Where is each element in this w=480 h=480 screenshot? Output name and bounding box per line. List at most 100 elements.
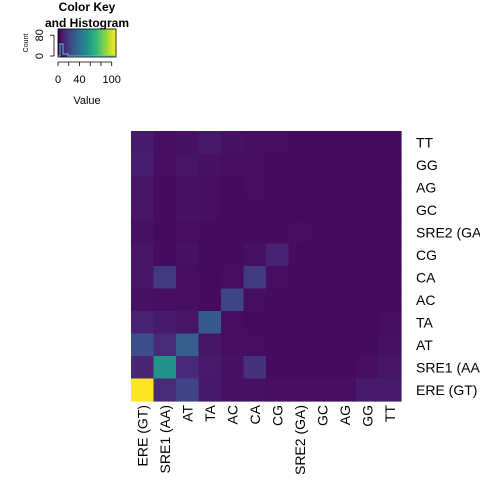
- color-key-swatch: [64, 29, 66, 57]
- color-key-swatch: [86, 29, 88, 57]
- heatmap-cell: [221, 131, 245, 155]
- column-label: TT: [382, 405, 398, 423]
- heatmap-cell: [266, 176, 290, 200]
- color-key-swatch: [59, 29, 61, 57]
- heatmap-cell: [333, 221, 357, 245]
- heatmap-cell: [378, 378, 402, 402]
- heatmap-cell: [288, 288, 312, 312]
- column-label: AG: [337, 405, 353, 425]
- color-key-swatch: [81, 29, 83, 57]
- heatmap-cell: [153, 333, 177, 357]
- heatmap-cell: [243, 356, 267, 380]
- heatmap-cell: [266, 266, 290, 290]
- heatmap-cell: [131, 176, 155, 200]
- heatmap-cell: [288, 243, 312, 267]
- color-key-title-line1: Color Key: [59, 0, 116, 14]
- heatmap-cell: [333, 131, 357, 155]
- heatmap-cell: [153, 266, 177, 290]
- color-key-swatch: [94, 29, 96, 57]
- heatmap-cell: [131, 243, 155, 267]
- row-label: CA: [416, 269, 436, 285]
- heatmap-cell: [131, 266, 155, 290]
- heatmap-cell: [131, 131, 155, 155]
- heatmap-cell: [198, 288, 222, 312]
- heatmap-cell: [333, 378, 357, 402]
- column-label: GG: [359, 405, 375, 427]
- color-key-swatch: [66, 29, 68, 57]
- heatmap-cell: [356, 288, 380, 312]
- color-key-swatch: [68, 29, 70, 57]
- column-labels: ERE (GT) SRE1 (AA) AT TA AC CA CG SRE2 (GA) GC AG…: [134, 404, 398, 475]
- color-key-swatch: [71, 29, 73, 57]
- heatmap-cell: [378, 311, 402, 335]
- heatmap-cell: [311, 131, 335, 155]
- heatmap-cell: [176, 221, 200, 245]
- row-labels: TT GG AG GC SRE2 (GA) CG CA AC TA AT SRE1 (AA) ERE …: [416, 134, 480, 398]
- heatmap-cell: [131, 198, 155, 222]
- color-key-swatch: [83, 29, 85, 57]
- heatmap-cell: [221, 288, 245, 312]
- heatmap-cells: [131, 131, 402, 402]
- heatmap-cell: [378, 356, 402, 380]
- color-key-swatch: [61, 29, 63, 57]
- column-label: GC: [314, 405, 330, 426]
- heatmap-cell: [153, 198, 177, 222]
- column-label: TA: [202, 404, 218, 422]
- color-key-swatch: [90, 29, 92, 57]
- heatmap-cell: [311, 311, 335, 335]
- heatmap-cell: [378, 243, 402, 267]
- color-key-swatch: [92, 29, 94, 57]
- color-key-swatch: [96, 29, 98, 57]
- heatmap-cell: [311, 153, 335, 177]
- color-key-swatch: [65, 29, 67, 57]
- heatmap-cell: [311, 266, 335, 290]
- heatmap-cell: [221, 221, 245, 245]
- heatmap-cell: [176, 131, 200, 155]
- heatmap-cell: [311, 356, 335, 380]
- heatmap-cell: [266, 333, 290, 357]
- column-label: SRE2 (GA): [292, 405, 308, 475]
- color-key-swatch: [107, 29, 109, 57]
- heatmap-cell: [221, 198, 245, 222]
- heatmap-cell: [288, 333, 312, 357]
- heatmap-cell: [131, 333, 155, 357]
- color-key-swatch: [113, 29, 115, 57]
- column-label: ERE (GT): [134, 405, 150, 466]
- heatmap-cell: [221, 356, 245, 380]
- heatmap-cell: [153, 378, 177, 402]
- row-label: SRE2 (GA): [416, 224, 480, 240]
- heatmap-cell: [243, 131, 267, 155]
- heatmap-cell: [333, 266, 357, 290]
- heatmap-cell: [356, 243, 380, 267]
- heatmap-cell: [266, 131, 290, 155]
- heatmap-cell: [356, 266, 380, 290]
- heatmap-cell: [311, 221, 335, 245]
- heatmap-cell: [288, 311, 312, 335]
- heatmap-cell: [221, 153, 245, 177]
- heatmap-cell: [288, 131, 312, 155]
- color-key-swatch: [110, 29, 112, 57]
- heatmap-cell: [221, 378, 245, 402]
- heatmap-cell: [356, 221, 380, 245]
- heatmap-cell: [311, 288, 335, 312]
- heatmap-cell: [198, 356, 222, 380]
- heatmap-cell: [131, 378, 155, 402]
- color-key-title-line2: and Histogram: [45, 16, 129, 30]
- heatmap-cell: [378, 153, 402, 177]
- row-label: TT: [416, 134, 434, 150]
- color-key-swatch: [101, 29, 103, 57]
- heatmap-cell: [153, 288, 177, 312]
- color-key-swatch: [80, 29, 82, 57]
- color-key-swatch: [73, 29, 75, 57]
- color-key-swatch: [87, 29, 89, 57]
- color-key-xlabel: Value: [73, 95, 100, 107]
- heatmap-cell: [266, 153, 290, 177]
- color-key-swatch: [67, 29, 69, 57]
- color-key-swatch: [112, 29, 114, 57]
- heatmap-cell: [378, 333, 402, 357]
- heatmap-cell: [243, 333, 267, 357]
- heatmap-cell: [378, 266, 402, 290]
- color-key-swatch: [70, 29, 72, 57]
- heatmap-cell: [176, 356, 200, 380]
- color-key-x-tick-label: 0: [55, 74, 61, 86]
